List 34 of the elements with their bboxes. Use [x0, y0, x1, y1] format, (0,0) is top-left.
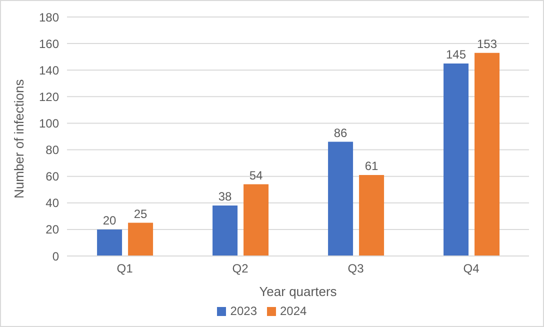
y-tick-label: 80: [46, 143, 60, 158]
bar: [97, 229, 122, 256]
bar: [212, 206, 238, 256]
data-label: 54: [249, 168, 264, 182]
data-label: 61: [364, 159, 379, 174]
y-axis-title: Number of infections: [12, 78, 27, 198]
x-tick-label: Q3: [348, 262, 364, 276]
y-tick-label: 40: [46, 196, 60, 210]
bar: [444, 63, 469, 256]
bar: [128, 222, 154, 256]
y-tick-label: 160: [38, 36, 60, 51]
x-tick-label: Q1: [116, 262, 134, 276]
data-label: 25: [134, 206, 148, 221]
data-label: 86: [334, 126, 348, 140]
bar: [328, 142, 354, 256]
bar: [359, 175, 384, 256]
x-tick-label: Q4: [463, 262, 480, 276]
y-tick-label: 120: [38, 90, 60, 104]
y-tick-label: 60: [46, 170, 60, 184]
y-tick-label: 0: [52, 249, 60, 264]
data-label: 145: [446, 47, 466, 62]
y-tick-label: 140: [38, 63, 60, 78]
y-tick-label: 20: [46, 222, 60, 237]
bar: [474, 52, 500, 256]
bar: [244, 184, 269, 256]
data-label: 153: [477, 36, 498, 51]
legend-label: 2023: [230, 304, 257, 318]
x-tick-label: Q2: [232, 262, 249, 276]
legend-label: 2024: [280, 304, 307, 318]
x-axis-title: Year quarters: [259, 284, 338, 299]
data-label: 20: [102, 213, 117, 228]
data-label: 38: [218, 190, 232, 204]
y-tick-label: 180: [38, 10, 60, 24]
y-tick-label: 100: [38, 116, 60, 130]
